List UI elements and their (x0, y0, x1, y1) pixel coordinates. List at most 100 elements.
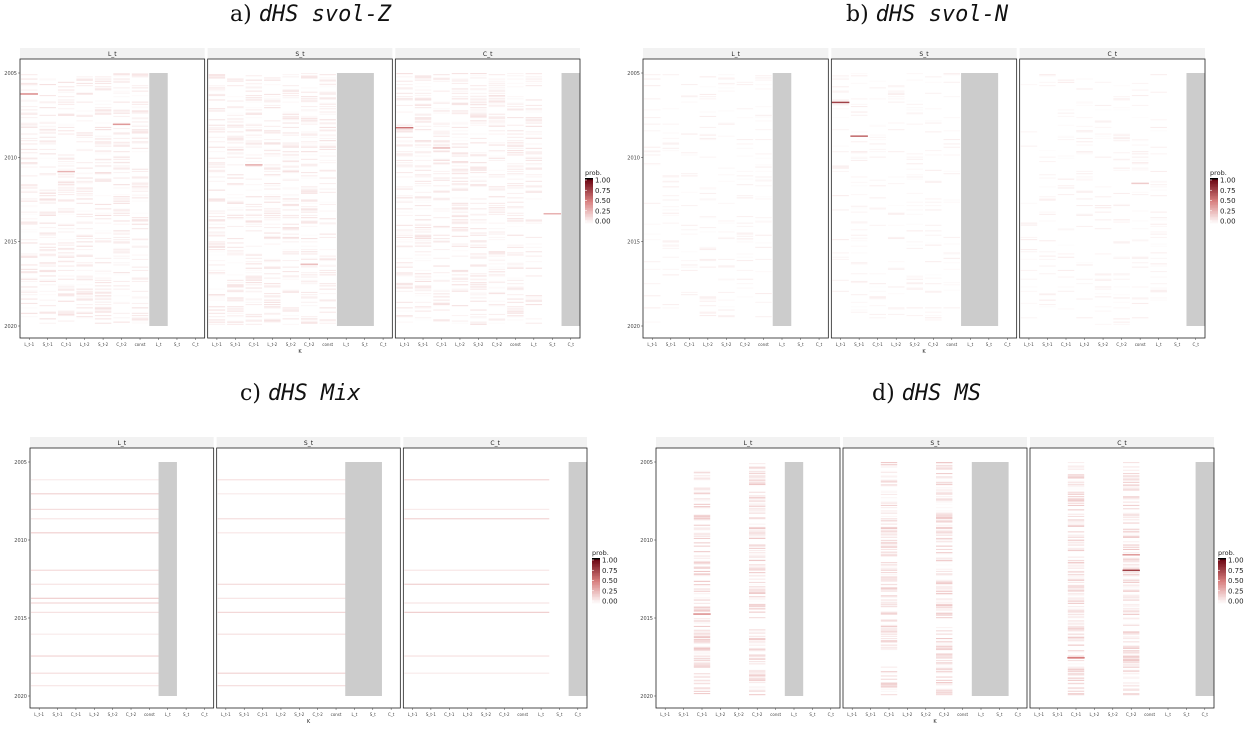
heatmap-cell (718, 222, 735, 224)
facet-border (1029, 447, 1215, 709)
heatmap-cell (755, 164, 772, 166)
heatmap-cell (264, 167, 281, 169)
heatmap-cell (693, 479, 711, 481)
heatmap-cell (301, 191, 318, 193)
heatmap-cell (1123, 633, 1140, 635)
heatmap-cell (319, 169, 336, 171)
heatmap-cell (208, 312, 226, 314)
heatmap-cell (906, 201, 923, 203)
heatmap-cell (245, 113, 263, 115)
heatmap-cell (76, 167, 93, 169)
heatmap-cell (749, 473, 766, 475)
heatmap-cell (433, 122, 450, 124)
heatmap-cell (94, 166, 112, 168)
heatmap-cell (1067, 475, 1085, 477)
heatmap-cell (1076, 170, 1093, 172)
heatmap-cell (936, 515, 953, 517)
heatmap-cell (433, 249, 450, 251)
heatmap-cell (850, 111, 868, 113)
heatmap-cell (869, 224, 886, 226)
x-tick-label: C_t-1 (884, 712, 895, 717)
heatmap-cell (755, 179, 772, 181)
legend-swatch (1218, 571, 1226, 574)
heatmap-cell (880, 529, 898, 531)
heatmap-cell (880, 504, 898, 506)
heatmap-cell (76, 304, 93, 306)
heatmap-cell (470, 219, 487, 221)
heatmap-cell (936, 684, 953, 686)
heatmap-cell (718, 279, 735, 281)
heatmap-cell (76, 245, 93, 247)
heatmap-cell (693, 620, 711, 622)
heatmap-cell (396, 124, 413, 126)
heatmap-cell (749, 654, 766, 656)
heatmap-cell (264, 79, 281, 81)
heatmap-cell (1067, 561, 1085, 563)
legend-swatch (1218, 562, 1226, 565)
heatmap-cell (76, 85, 93, 87)
heatmap-cell (470, 273, 487, 275)
heatmap-cell (832, 166, 849, 168)
heatmap-cell (850, 222, 868, 224)
heatmap-cell (662, 175, 680, 177)
heatmap-cell (208, 119, 226, 121)
heatmap-cell (319, 77, 336, 79)
heatmap-cell (451, 235, 469, 237)
heatmap-cell (718, 84, 735, 86)
heatmap-cell (433, 305, 450, 307)
heatmap-cell (433, 108, 450, 110)
heatmap-cell (749, 589, 766, 591)
heatmap-cell (850, 141, 868, 143)
legend-swatch (585, 193, 593, 195)
heatmap-cell (507, 178, 524, 180)
heatmap-cell (94, 277, 112, 279)
heatmap-cell (433, 190, 450, 192)
heatmap-cell (113, 301, 130, 303)
heatmap-cell (1067, 671, 1085, 673)
heatmap-cell (693, 503, 711, 505)
legend-swatch (585, 178, 593, 180)
heatmap-cell (644, 85, 661, 87)
heatmap-cell (1020, 84, 1038, 86)
heatmap-cell (113, 128, 130, 130)
heatmap-cell (470, 142, 487, 144)
heatmap-cell (1020, 290, 1038, 292)
heatmap-cell (693, 652, 711, 654)
heatmap-cell (396, 200, 413, 202)
heatmap-cell (693, 555, 711, 557)
heatmap-cell (57, 91, 75, 93)
legend-tick-label: 0.75 (1220, 187, 1236, 195)
heatmap-cell (832, 279, 849, 281)
heatmap-cell (693, 675, 711, 677)
heatmap-cell (319, 233, 336, 235)
heatmap-cell (936, 632, 953, 634)
heatmap-cell (1123, 535, 1140, 537)
heatmap-cell (113, 158, 130, 160)
heatmap-cell (488, 121, 506, 123)
legend-swatch (592, 594, 600, 596)
heatmap-cell (1039, 211, 1056, 213)
na-block (1195, 462, 1214, 696)
heatmap-cell (414, 251, 432, 253)
heatmap-cell-notable (432, 147, 451, 149)
heatmap-cell (131, 212, 149, 214)
heatmap-cell (488, 120, 506, 122)
heatmap-cell (396, 80, 413, 82)
heatmap-cell (525, 251, 543, 253)
heatmap-cell (1123, 512, 1140, 514)
legend: prob.1.000.750.500.250.00 (592, 549, 618, 606)
heatmap-cell (21, 264, 38, 266)
heatmap-cell (245, 209, 263, 211)
heatmap-cell (264, 98, 281, 100)
heatmap-cell (1113, 134, 1130, 136)
heatmap-cell (736, 81, 754, 83)
heatmap-cell (396, 99, 413, 101)
heatmap-cell (1123, 612, 1140, 614)
x-tick-label: L_t (779, 342, 785, 347)
heatmap-cell (1094, 253, 1112, 255)
heatmap-cell (525, 220, 543, 222)
heatmap-cell (414, 260, 432, 262)
heatmap-cell (76, 188, 93, 190)
facet-panel (30, 448, 214, 708)
heatmap-cell (869, 313, 886, 315)
